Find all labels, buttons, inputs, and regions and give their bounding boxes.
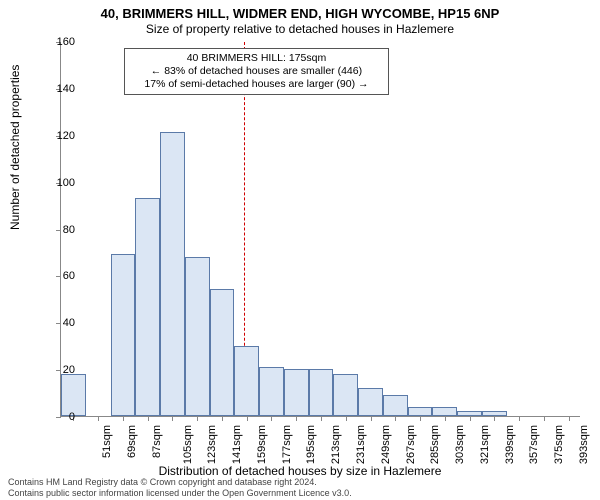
x-tick-label: 69sqm: [126, 425, 138, 458]
x-tick-label: 357sqm: [528, 425, 540, 464]
annotation-line-3: 17% of semi-detached houses are larger (…: [131, 78, 382, 91]
histogram-bar: [259, 367, 284, 416]
histogram-bar: [135, 198, 160, 416]
y-tick-label: 80: [45, 224, 75, 236]
x-tick-mark: [544, 416, 545, 421]
histogram-bar: [61, 374, 86, 416]
x-tick-mark: [395, 416, 396, 421]
x-tick-mark: [371, 416, 372, 421]
x-tick-mark: [271, 416, 272, 421]
x-tick-mark: [98, 416, 99, 421]
x-tick-label: 159sqm: [256, 425, 268, 464]
x-axis-label: Distribution of detached houses by size …: [0, 464, 600, 478]
x-tick-mark: [222, 416, 223, 421]
x-tick-mark: [123, 416, 124, 421]
x-tick-mark: [470, 416, 471, 421]
annotation-line-1: 40 BRIMMERS HILL: 175sqm: [131, 52, 382, 65]
x-tick-label: 231sqm: [355, 425, 367, 464]
x-tick-mark: [519, 416, 520, 421]
x-tick-mark: [247, 416, 248, 421]
chart-title-sub: Size of property relative to detached ho…: [0, 22, 600, 36]
histogram-bar: [185, 257, 210, 416]
x-tick-label: 87sqm: [151, 425, 163, 458]
x-tick-mark: [296, 416, 297, 421]
x-tick-mark: [445, 416, 446, 421]
plot-area: 40 BRIMMERS HILL: 175sqm ← 83% of detach…: [60, 42, 580, 417]
annotation-box: 40 BRIMMERS HILL: 175sqm ← 83% of detach…: [124, 48, 389, 95]
histogram-bar: [284, 369, 309, 416]
histogram-bar: [234, 346, 259, 416]
footer-line-1: Contains HM Land Registry data © Crown c…: [8, 477, 352, 487]
x-tick-label: 285sqm: [429, 425, 441, 464]
y-tick-label: 120: [45, 130, 75, 142]
histogram-bar: [111, 254, 136, 416]
x-tick-mark: [197, 416, 198, 421]
x-tick-mark: [569, 416, 570, 421]
footer-attribution: Contains HM Land Registry data © Crown c…: [8, 477, 352, 498]
x-tick-label: 267sqm: [405, 425, 417, 464]
y-tick-label: 40: [45, 317, 75, 329]
annotation-line-2: ← 83% of detached houses are smaller (44…: [131, 65, 382, 78]
x-tick-label: 339sqm: [504, 425, 516, 464]
chart-title-main: 40, BRIMMERS HILL, WIDMER END, HIGH WYCO…: [0, 6, 600, 21]
y-tick-label: 0: [45, 411, 75, 423]
x-tick-label: 51sqm: [101, 425, 113, 458]
x-tick-label: 321sqm: [479, 425, 491, 464]
x-tick-mark: [172, 416, 173, 421]
x-tick-label: 213sqm: [330, 425, 342, 464]
y-tick-label: 160: [45, 36, 75, 48]
x-tick-mark: [321, 416, 322, 421]
histogram-bar: [210, 289, 235, 416]
x-tick-label: 393sqm: [578, 425, 590, 464]
x-tick-label: 177sqm: [281, 425, 293, 464]
footer-line-2: Contains public sector information licen…: [8, 488, 352, 498]
chart-container: 40, BRIMMERS HILL, WIDMER END, HIGH WYCO…: [0, 0, 600, 500]
x-tick-mark: [494, 416, 495, 421]
y-tick-label: 60: [45, 270, 75, 282]
x-tick-label: 123sqm: [207, 425, 219, 464]
x-tick-label: 195sqm: [306, 425, 318, 464]
x-tick-label: 105sqm: [182, 425, 194, 464]
y-axis-label: Number of detached properties: [8, 65, 22, 230]
y-tick-label: 100: [45, 177, 75, 189]
y-tick-label: 140: [45, 83, 75, 95]
x-tick-label: 249sqm: [380, 425, 392, 464]
histogram-bar: [408, 407, 433, 416]
histogram-bar: [358, 388, 383, 416]
histogram-bar: [383, 395, 408, 416]
x-tick-mark: [148, 416, 149, 421]
y-tick-label: 20: [45, 364, 75, 376]
histogram-bar: [432, 407, 457, 416]
x-tick-label: 375sqm: [553, 425, 565, 464]
x-tick-mark: [346, 416, 347, 421]
histogram-bar: [333, 374, 358, 416]
histogram-bar: [160, 132, 185, 416]
histogram-bar: [309, 369, 334, 416]
x-tick-mark: [420, 416, 421, 421]
x-tick-label: 303sqm: [454, 425, 466, 464]
x-tick-label: 141sqm: [231, 425, 243, 464]
